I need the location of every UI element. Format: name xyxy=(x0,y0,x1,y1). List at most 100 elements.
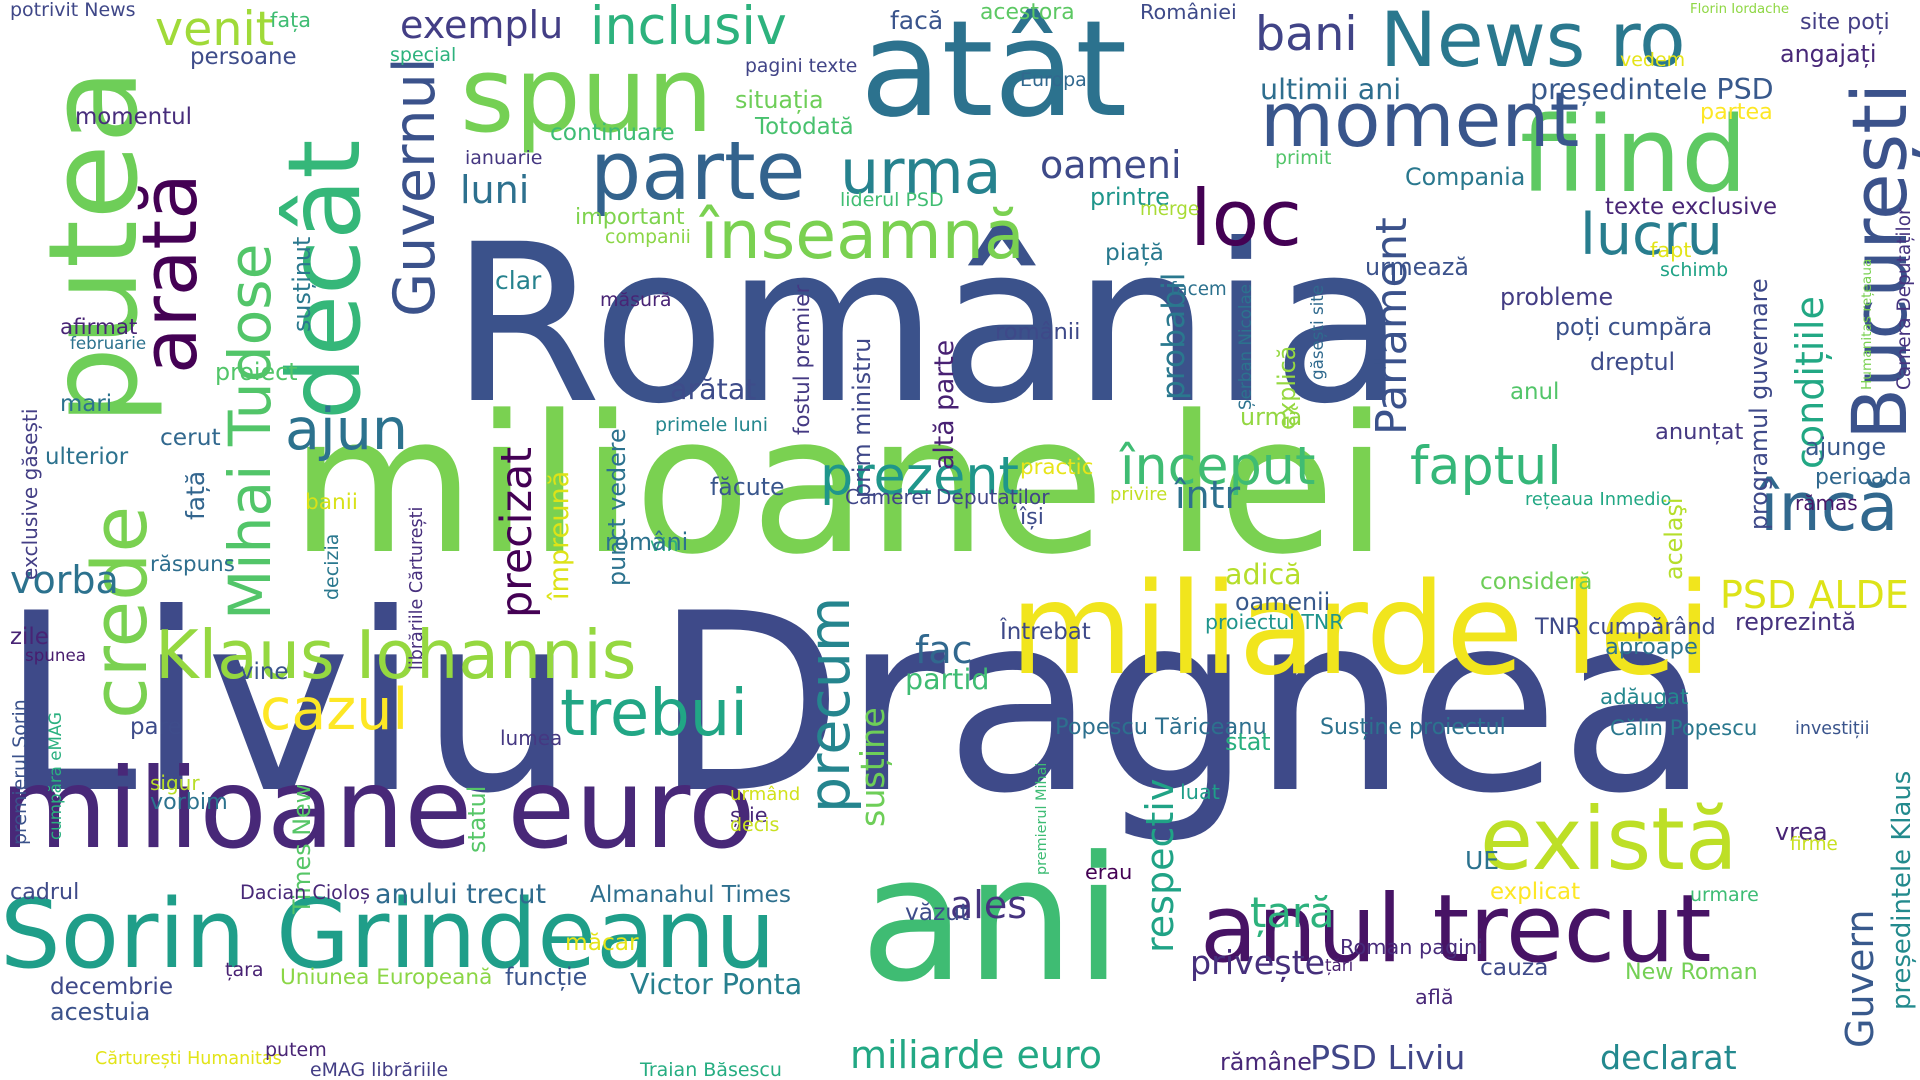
cloud-word: Totodată xyxy=(755,114,854,141)
cloud-word: lucru xyxy=(1580,201,1723,268)
cloud-word: funcție xyxy=(505,962,588,991)
cloud-word: aproape xyxy=(1605,634,1698,661)
cloud-word: proiectul TNR xyxy=(1205,610,1344,635)
cloud-word: firme xyxy=(1790,833,1838,855)
cloud-word: sigur xyxy=(150,770,200,795)
cloud-word: printre xyxy=(1090,182,1170,211)
cloud-word: Humanitas rețeaua xyxy=(1858,258,1875,390)
cloud-word: anunțat xyxy=(1655,419,1744,446)
cloud-word: continuare xyxy=(550,118,675,146)
cloud-word: anul xyxy=(1510,379,1560,406)
cloud-word: românii xyxy=(995,319,1081,346)
cloud-word: Europa xyxy=(1020,68,1087,91)
cloud-word: găsești site xyxy=(1307,284,1328,380)
cloud-word: punct vedere xyxy=(602,427,631,586)
cloud-word: vine xyxy=(240,659,289,686)
cloud-word: făcute xyxy=(710,472,785,501)
cloud-word: există xyxy=(1480,789,1738,890)
cloud-word: liderul PSD xyxy=(840,188,944,211)
cloud-word: acestora xyxy=(980,0,1075,25)
cloud-word: explicat xyxy=(1490,879,1581,906)
cloud-word: TNR cumpărând xyxy=(1535,614,1716,641)
cloud-word: respectiv xyxy=(1138,778,1182,953)
cloud-word: Șerban Nicolae xyxy=(1234,283,1255,410)
cloud-word: decembrie xyxy=(50,973,174,1000)
cloud-word: fac xyxy=(915,628,973,672)
cloud-word: primele luni xyxy=(655,413,768,436)
cloud-word: acestuia xyxy=(50,997,151,1026)
cloud-word: partid xyxy=(905,662,990,696)
cloud-word: PSD ALDE xyxy=(1720,573,1909,617)
cloud-word: vorbim xyxy=(150,789,228,816)
cloud-word: premierul Mihai xyxy=(1034,762,1051,875)
cloud-word: privire xyxy=(1110,484,1168,506)
cloud-word: practic xyxy=(1020,454,1094,480)
cloud-word: privește xyxy=(1190,942,1326,982)
cloud-word: urmând xyxy=(730,783,801,805)
cloud-word: adică xyxy=(1225,557,1302,591)
cloud-word: exclusive găsești xyxy=(17,408,42,580)
cloud-word: anului trecut xyxy=(375,878,547,910)
cloud-word: Florin Iordache xyxy=(1690,2,1790,18)
cloud-word: rămâne xyxy=(1220,1047,1312,1076)
cloud-word: țară xyxy=(1250,887,1335,937)
cloud-word: crede xyxy=(75,505,164,719)
cloud-word: declarat xyxy=(1600,1037,1737,1077)
cloud-word: Camera Deputaților xyxy=(1893,207,1915,390)
cloud-word: mari xyxy=(60,391,113,418)
cloud-word: Cărturești Humanitas xyxy=(95,1049,282,1070)
cloud-word: trebui xyxy=(560,677,749,752)
cloud-word: vin xyxy=(650,533,679,556)
cloud-word: anul trecut xyxy=(1200,875,1712,985)
cloud-word: oameni xyxy=(1040,143,1182,187)
cloud-word: Compania xyxy=(1405,162,1526,191)
cloud-word: angajați xyxy=(1780,39,1877,68)
cloud-word: Guvernul xyxy=(381,57,448,317)
cloud-word: clar xyxy=(495,265,542,295)
cloud-word: erau xyxy=(1085,860,1133,885)
cloud-word: fapt xyxy=(1650,238,1692,263)
cloud-word: măsură xyxy=(600,288,672,311)
cloud-word: UE xyxy=(1465,845,1500,875)
cloud-word: texte exclusive xyxy=(1605,194,1778,221)
cloud-word: pare xyxy=(130,714,182,741)
cloud-word: putem xyxy=(265,1038,327,1061)
cloud-word: PSD Liviu xyxy=(1310,1037,1466,1077)
cloud-word: față xyxy=(180,470,210,520)
cloud-word: persoane xyxy=(190,44,297,71)
cloud-word: miliarde euro xyxy=(850,1033,1103,1077)
cloud-word: site poți xyxy=(1800,9,1890,36)
cloud-word: spunea xyxy=(25,644,86,665)
cloud-word: României xyxy=(1140,0,1237,25)
cloud-word: început xyxy=(1120,436,1316,498)
cloud-word: situația xyxy=(735,85,824,114)
cloud-word: atât xyxy=(860,0,1128,147)
cloud-word: ianuarie xyxy=(465,146,543,169)
cloud-word: fața xyxy=(270,7,311,32)
cloud-word: precizat xyxy=(492,446,543,618)
cloud-word: investiții xyxy=(1795,719,1870,740)
cloud-word: ajunge xyxy=(1805,432,1887,461)
cloud-word: află xyxy=(1415,985,1454,1010)
cloud-word: piață xyxy=(1105,238,1164,266)
cloud-word: zile xyxy=(10,624,49,651)
cloud-word: își xyxy=(1020,504,1044,531)
cloud-word: urmare xyxy=(1690,883,1759,906)
cloud-word: spun xyxy=(460,33,714,156)
cloud-word: vrea xyxy=(1775,817,1828,846)
cloud-word: luat xyxy=(1180,780,1220,805)
cloud-word: ulterior xyxy=(45,444,129,471)
cloud-word: inclusiv xyxy=(590,0,787,58)
cloud-word: New Roman xyxy=(1625,959,1758,986)
cloud-word: statul xyxy=(462,785,491,853)
cloud-word: ajun xyxy=(285,396,409,463)
cloud-word: venit xyxy=(155,2,275,58)
cloud-word: facem xyxy=(1170,278,1227,300)
cloud-word: acelaşi xyxy=(1660,497,1689,580)
cloud-word: eMAG librăriile xyxy=(310,1059,449,1080)
cloud-word: consideră xyxy=(1480,568,1593,595)
cloud-word: faptul xyxy=(1410,436,1562,498)
cloud-word: decizia xyxy=(320,533,343,600)
cloud-word: Klaus Iohannis xyxy=(155,615,637,694)
